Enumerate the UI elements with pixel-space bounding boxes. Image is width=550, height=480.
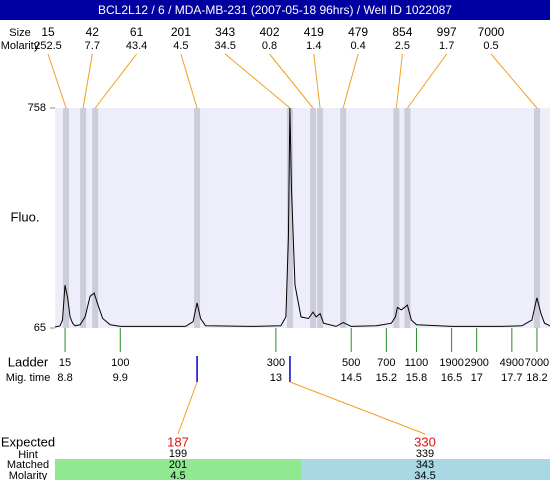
peak-molarity: 34.5	[214, 40, 235, 52]
expected-connector	[177, 381, 198, 435]
peak-connector	[313, 53, 321, 109]
y-axis-label: Fluo.	[11, 209, 40, 224]
peak-connector	[224, 53, 291, 109]
exp-molarity-label: Molarity	[9, 470, 48, 480]
peak-connector	[82, 53, 93, 109]
matched-label: Matched	[7, 459, 49, 471]
peak-molarity: 7.7	[85, 40, 100, 52]
peak-connector	[269, 53, 314, 109]
plot-area	[55, 108, 550, 328]
ladder-time: 14.5	[340, 372, 361, 384]
matched-value: 343	[416, 459, 434, 471]
peak-band	[92, 108, 99, 328]
mig-time-label: Mig. time	[6, 372, 51, 384]
hint-value: 339	[416, 448, 434, 460]
expected-value: 187	[167, 434, 189, 449]
peak-molarity: 252.5	[34, 40, 62, 52]
ladder-time: 17.7	[501, 372, 522, 384]
peak-band	[80, 108, 87, 328]
peak-size: 854	[392, 25, 412, 39]
peak-connector	[395, 53, 403, 109]
peak-band	[63, 108, 70, 328]
peak-connector	[490, 53, 538, 109]
molarity-label: Molarity	[1, 40, 40, 52]
ladder-time: 15.2	[376, 372, 397, 384]
peak-size: 7000	[478, 25, 505, 39]
ladder-time: 15.8	[406, 372, 427, 384]
peak-size: 201	[171, 25, 191, 39]
peak-connector	[180, 53, 198, 109]
peak-size: 343	[215, 25, 235, 39]
peak-size: 42	[86, 25, 100, 39]
peak-molarity: 4.5	[173, 40, 188, 52]
peak-connector	[47, 53, 67, 109]
matched-value: 201	[169, 459, 187, 471]
peak-size: 997	[437, 25, 457, 39]
peak-molarity: 0.8	[262, 40, 277, 52]
match-band-2	[301, 459, 550, 480]
y-tick-label: 758	[28, 102, 46, 114]
ladder-time: 13	[270, 372, 282, 384]
ladder-size: 300	[267, 357, 285, 369]
peak-molarity: 43.4	[126, 40, 147, 52]
ladder-size: 2900	[464, 357, 488, 369]
peak-connector	[342, 53, 359, 109]
peak-molarity: 2.5	[395, 40, 410, 52]
expected-molarity: 4.5	[170, 470, 185, 480]
peak-molarity: 0.4	[350, 40, 365, 52]
peak-molarity: 1.7	[439, 40, 454, 52]
expected-molarity: 34.5	[414, 470, 435, 480]
peak-size: 402	[259, 25, 279, 39]
ladder-size: 15	[59, 357, 71, 369]
peak-connector	[407, 53, 448, 109]
peak-size: 15	[41, 25, 55, 39]
ladder-time: 16.5	[441, 372, 462, 384]
peak-band	[404, 108, 411, 328]
ladder-label: Ladder	[8, 354, 49, 369]
peak-molarity: 1.4	[306, 40, 321, 52]
peak-size: 479	[348, 25, 368, 39]
peak-size: 419	[304, 25, 324, 39]
ladder-size: 1900	[439, 357, 463, 369]
peak-band	[310, 108, 317, 328]
peak-band	[194, 108, 201, 328]
peak-band	[533, 108, 540, 328]
hint-value: 199	[169, 448, 187, 460]
hint-label: Hint	[18, 449, 38, 461]
ladder-size: 1100	[405, 357, 429, 369]
peak-band	[286, 108, 293, 328]
expected-connector	[289, 381, 426, 435]
peak-molarity: 0.5	[483, 40, 498, 52]
ladder-size: 7000	[525, 357, 549, 369]
peak-band	[317, 108, 324, 328]
ladder-time: 18.2	[526, 372, 547, 384]
match-band-1	[55, 459, 301, 480]
ladder-size: 4900	[500, 357, 524, 369]
size-label: Size	[9, 27, 30, 39]
title-bar	[0, 0, 550, 20]
ladder-time: 8.8	[57, 372, 72, 384]
ladder-time: 17	[471, 372, 483, 384]
expected-label: Expected	[1, 434, 55, 449]
ladder-size: 500	[342, 357, 360, 369]
trace	[54, 107, 550, 328]
peak-connector	[94, 53, 137, 109]
y-tick-label: 65	[34, 322, 46, 334]
ladder-time: 9.9	[113, 372, 128, 384]
peak-band	[393, 108, 400, 328]
ladder-size: 700	[377, 357, 395, 369]
expected-value: 330	[414, 434, 436, 449]
ladder-size: 100	[111, 357, 129, 369]
title: BCL2L12 / 6 / MDA-MB-231 (2007-05-18 96h…	[98, 3, 452, 17]
peak-band	[340, 108, 347, 328]
peak-size: 61	[130, 25, 144, 39]
